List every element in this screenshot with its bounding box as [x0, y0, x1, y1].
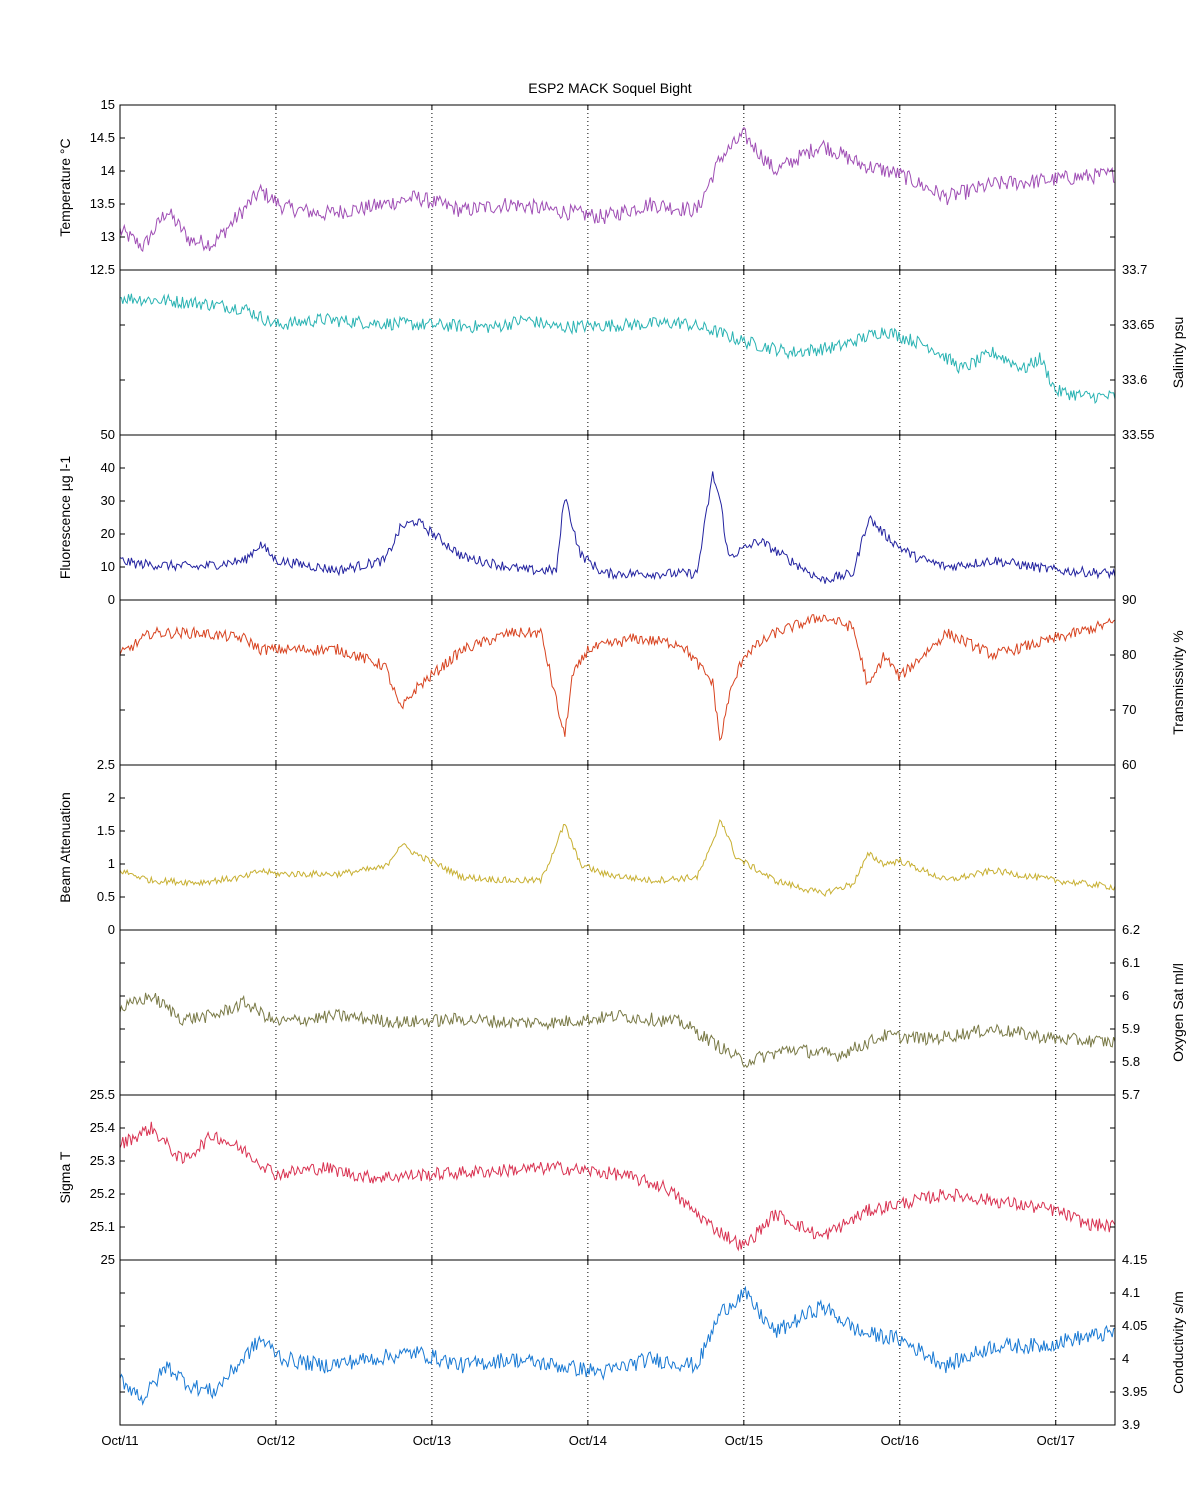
xtick-label: Oct/14	[569, 1433, 607, 1448]
ytick-label-oxygen: 5.7	[1122, 1087, 1140, 1102]
panel-transmissivity: 60 70 80 90 Transmissivity %	[119, 592, 1186, 772]
ytick-label-oxygen: 6.2	[1122, 922, 1140, 937]
ylabel-oxygen: Oxygen Sat ml/l	[1170, 963, 1186, 1062]
ylabel-salinity: Salinity psu	[1170, 317, 1186, 389]
ytick-label-conductivity: 3.9	[1122, 1417, 1140, 1432]
ylabel-beam: Beam Attenuation	[57, 792, 73, 903]
series-line-sigma	[119, 1121, 1116, 1252]
ylabel-temperature: Temperature °C	[57, 138, 73, 236]
ytick-label-transmissivity: 90	[1122, 592, 1136, 607]
ytick-label-temperature: 14	[101, 163, 115, 178]
ytick-label-conductivity: 4.1	[1122, 1285, 1140, 1300]
series-line-salinity	[119, 293, 1116, 405]
series-line-transmissivity	[119, 614, 1116, 742]
panel-fluorescence: 0 10 20 30 40 50 Fluorescence µg l-1	[57, 427, 1116, 607]
ytick-label-sigma: 25.5	[90, 1087, 115, 1102]
axes-frame-transmissivity	[119, 599, 1116, 766]
ytick-label-sigma: 25.3	[90, 1153, 115, 1168]
ytick-label-fluorescence: 20	[101, 526, 115, 541]
ytick-label-temperature: 12.5	[90, 262, 115, 277]
ytick-label-oxygen: 5.9	[1122, 1021, 1140, 1036]
ylabel-fluorescence: Fluorescence µg l-1	[57, 456, 73, 579]
ytick-label-conductivity: 4.05	[1122, 1318, 1147, 1333]
ytick-label-salinity: 33.65	[1122, 317, 1155, 332]
ytick-label-transmissivity: 80	[1122, 647, 1136, 662]
ytick-label-sigma: 25	[101, 1252, 115, 1267]
chart-title: ESP2 MACK Soquel Bight	[528, 80, 692, 96]
ytick-label-conductivity: 4	[1122, 1351, 1129, 1366]
ytick-label-salinity: 33.55	[1122, 427, 1155, 442]
ytick-label-fluorescence: 40	[101, 460, 115, 475]
ytick-label-oxygen: 5.8	[1122, 1054, 1140, 1069]
panel-temperature: 12.5 13 13.5 14 14.5 15 Temperature °C	[57, 97, 1116, 277]
ytick-label-beam: 0	[108, 922, 115, 937]
ytick-label-fluorescence: 10	[101, 559, 115, 574]
ylabel-transmissivity: Transmissivity %	[1170, 630, 1186, 735]
ytick-label-transmissivity: 60	[1122, 757, 1136, 772]
ytick-label-sigma: 25.4	[90, 1120, 115, 1135]
axes-frame-salinity	[119, 269, 1116, 436]
ytick-label-beam: 1	[108, 856, 115, 871]
ylabel-conductivity: Conductivity s/m	[1170, 1291, 1186, 1394]
ytick-label-conductivity: 3.95	[1122, 1384, 1147, 1399]
ytick-label-beam: 2	[108, 790, 115, 805]
ytick-label-temperature: 15	[101, 97, 115, 112]
ytick-label-sigma: 25.2	[90, 1186, 115, 1201]
ytick-label-temperature: 13	[101, 229, 115, 244]
series-line-beam	[119, 819, 1116, 897]
ytick-label-oxygen: 6	[1122, 988, 1129, 1003]
axes-frame-sigma	[119, 1094, 1116, 1261]
axes-frame-beam	[119, 764, 1116, 931]
ylabel-sigma: Sigma T	[57, 1151, 73, 1203]
panel-conductivity: 3.9 3.95 4 4.05 4.1 4.15 Conductivity s/m	[119, 1252, 1186, 1432]
ytick-label-fluorescence: 30	[101, 493, 115, 508]
xtick-label: Oct/12	[257, 1433, 295, 1448]
ytick-label-beam: 0.5	[97, 889, 115, 904]
ytick-label-transmissivity: 70	[1122, 702, 1136, 717]
xtick-label: Oct/15	[725, 1433, 763, 1448]
ytick-label-sigma: 25.1	[90, 1219, 115, 1234]
axes-frame-conductivity	[119, 1259, 1116, 1426]
series-line-temperature	[119, 126, 1116, 253]
panel-salinity: 33.55 33.6 33.65 33.7 Salinity psu	[119, 262, 1186, 442]
panel-beam: 0 0.5 1 1.5 2 2.5 Beam Attenuation	[57, 757, 1116, 937]
ytick-label-temperature: 14.5	[90, 130, 115, 145]
ytick-label-beam: 2.5	[97, 757, 115, 772]
ytick-label-salinity: 33.7	[1122, 262, 1147, 277]
xtick-label: Oct/11	[101, 1433, 138, 1448]
ytick-label-fluorescence: 0	[108, 592, 115, 607]
ytick-label-fluorescence: 50	[101, 427, 115, 442]
ytick-label-salinity: 33.6	[1122, 372, 1147, 387]
ytick-label-oxygen: 6.1	[1122, 955, 1140, 970]
panel-sigma: 25 25.1 25.2 25.3 25.4 25.5 Sigma T	[57, 1087, 1116, 1267]
xtick-label: Oct/13	[413, 1433, 451, 1448]
panel-oxygen: 5.7 5.8 5.9 6 6.1 6.2 Oxygen Sat ml/l	[119, 922, 1186, 1102]
xtick-label: Oct/16	[881, 1433, 919, 1448]
ytick-label-beam: 1.5	[97, 823, 115, 838]
ytick-label-temperature: 13.5	[90, 196, 115, 211]
series-line-conductivity	[119, 1285, 1116, 1406]
axes-frame-temperature	[119, 104, 1116, 271]
xtick-label: Oct/17	[1037, 1433, 1075, 1448]
ytick-label-conductivity: 4.15	[1122, 1252, 1147, 1267]
series-line-oxygen	[119, 992, 1116, 1069]
series-line-fluorescence	[119, 471, 1116, 584]
